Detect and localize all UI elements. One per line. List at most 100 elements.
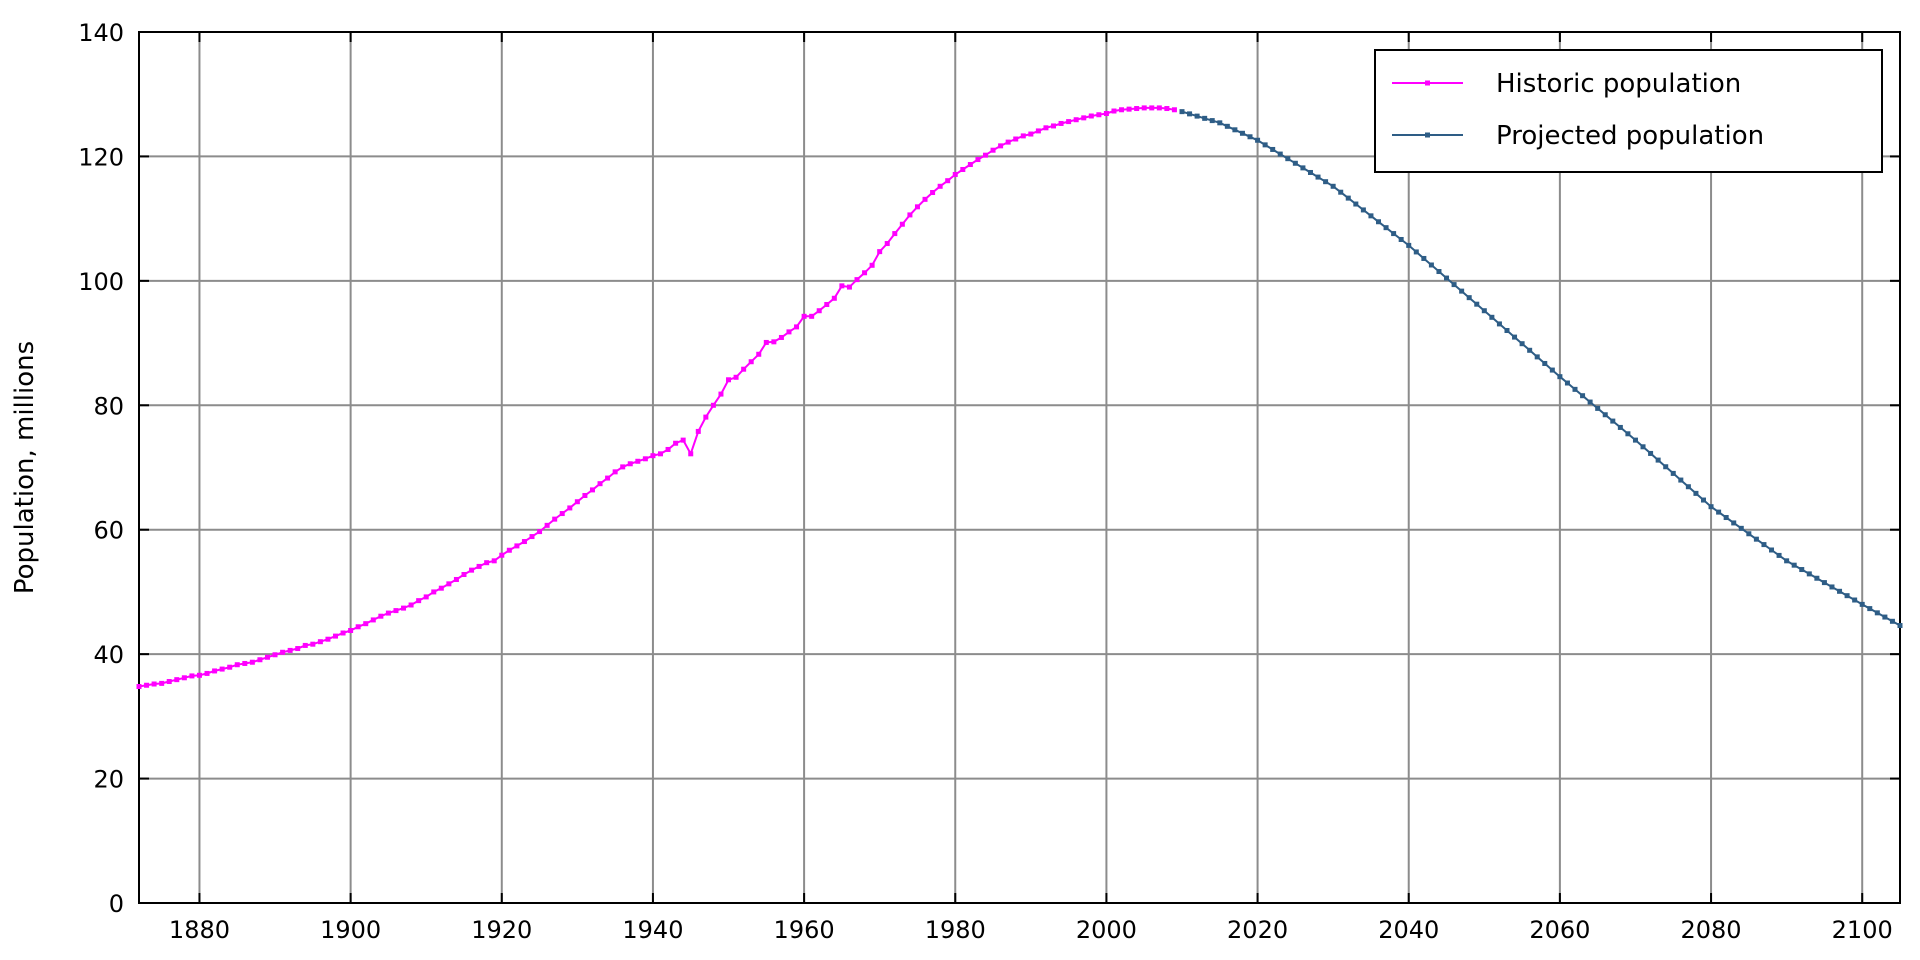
data-point bbox=[718, 391, 724, 397]
data-point bbox=[393, 608, 399, 614]
data-point bbox=[1837, 588, 1843, 594]
data-point bbox=[552, 516, 558, 522]
data-point bbox=[1572, 386, 1578, 392]
data-point bbox=[1383, 225, 1389, 231]
data-point bbox=[945, 178, 951, 184]
x-tick-label: 2000 bbox=[1076, 916, 1137, 944]
data-point bbox=[181, 675, 187, 681]
data-point bbox=[1587, 399, 1593, 405]
data-point bbox=[1164, 106, 1170, 112]
series-projected bbox=[1179, 109, 1903, 629]
data-point bbox=[1179, 109, 1185, 115]
data-point bbox=[1292, 160, 1298, 166]
data-point bbox=[340, 630, 346, 636]
data-point bbox=[1474, 301, 1480, 307]
data-point bbox=[1882, 614, 1888, 620]
data-point bbox=[1829, 584, 1835, 590]
data-point bbox=[1708, 504, 1714, 510]
data-point bbox=[1897, 623, 1903, 629]
data-point bbox=[1323, 179, 1329, 185]
data-point bbox=[219, 666, 225, 672]
data-point bbox=[333, 633, 339, 639]
data-point bbox=[1542, 360, 1548, 366]
data-point bbox=[249, 659, 255, 665]
data-point bbox=[605, 475, 611, 481]
data-point bbox=[657, 451, 663, 457]
data-point bbox=[174, 677, 180, 683]
grid bbox=[139, 32, 1900, 903]
data-point bbox=[1670, 470, 1676, 476]
data-point bbox=[423, 594, 429, 600]
data-point bbox=[453, 576, 459, 582]
data-point bbox=[264, 654, 270, 660]
data-point bbox=[1406, 242, 1412, 248]
data-point bbox=[794, 324, 800, 330]
data-point bbox=[1391, 231, 1397, 237]
data-point bbox=[1632, 437, 1638, 443]
data-point bbox=[1564, 380, 1570, 386]
y-tick-label: 0 bbox=[109, 890, 124, 918]
data-point bbox=[839, 283, 845, 289]
data-point bbox=[673, 440, 679, 446]
data-point bbox=[914, 204, 920, 210]
data-point bbox=[544, 522, 550, 528]
data-point bbox=[710, 402, 716, 408]
data-point bbox=[1799, 567, 1805, 573]
data-point bbox=[892, 231, 898, 237]
data-point bbox=[1066, 119, 1072, 125]
data-point bbox=[1307, 169, 1313, 175]
data-point bbox=[1504, 328, 1510, 334]
data-point bbox=[1784, 558, 1790, 564]
data-point bbox=[1376, 219, 1382, 225]
data-point bbox=[952, 171, 958, 177]
data-point bbox=[1602, 412, 1608, 418]
data-point bbox=[1134, 106, 1140, 112]
data-point bbox=[506, 547, 512, 553]
data-point bbox=[1353, 201, 1359, 207]
data-point bbox=[1360, 207, 1366, 213]
data-point bbox=[1731, 520, 1737, 526]
legend-label: Projected population bbox=[1496, 121, 1764, 151]
data-point bbox=[1700, 497, 1706, 503]
x-tick-label: 2100 bbox=[1832, 916, 1893, 944]
data-point bbox=[756, 351, 762, 357]
data-point bbox=[567, 505, 573, 511]
data-point bbox=[1481, 308, 1487, 314]
data-point bbox=[597, 481, 603, 487]
data-point bbox=[635, 458, 641, 464]
data-point bbox=[589, 487, 595, 493]
x-tick-label: 1980 bbox=[925, 916, 986, 944]
data-point bbox=[1096, 112, 1102, 118]
data-point bbox=[1051, 123, 1057, 129]
x-tick-label: 1960 bbox=[774, 916, 835, 944]
data-point bbox=[1194, 113, 1200, 119]
data-point bbox=[899, 221, 905, 227]
data-point bbox=[1723, 515, 1729, 521]
data-point bbox=[1466, 295, 1472, 301]
data-point bbox=[1867, 606, 1873, 612]
legend-label: Historic population bbox=[1496, 69, 1741, 99]
y-axis-title: Population, millions bbox=[10, 341, 40, 594]
data-point bbox=[521, 539, 527, 545]
data-point bbox=[930, 190, 936, 196]
data-point bbox=[1625, 431, 1631, 437]
data-point bbox=[1617, 424, 1623, 430]
data-point bbox=[537, 529, 543, 535]
data-point bbox=[726, 377, 732, 383]
data-point bbox=[1300, 165, 1306, 171]
data-point bbox=[1413, 249, 1419, 255]
data-point bbox=[1738, 525, 1744, 531]
data-point bbox=[144, 682, 150, 688]
data-point bbox=[778, 334, 784, 340]
data-point bbox=[824, 301, 830, 307]
y-tick-label: 80 bbox=[93, 392, 124, 420]
data-point bbox=[257, 657, 263, 663]
data-point bbox=[1202, 115, 1208, 121]
legend-box bbox=[1374, 49, 1883, 173]
data-point bbox=[272, 652, 278, 658]
data-point bbox=[1557, 374, 1563, 380]
data-point bbox=[401, 605, 407, 611]
data-point bbox=[922, 196, 928, 202]
data-point bbox=[1224, 123, 1230, 129]
